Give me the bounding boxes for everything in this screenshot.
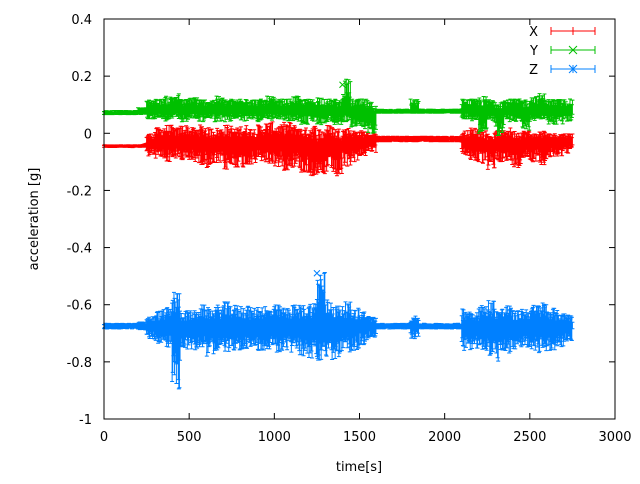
x-tick-label: 1000 [258, 430, 291, 445]
x-tick-label: 2500 [513, 430, 546, 445]
legend-key-Y [550, 45, 596, 55]
y-tick-label: 0.2 [71, 70, 92, 85]
y-tick-label: -0.6 [67, 299, 92, 314]
legend-key-Z [550, 64, 596, 74]
error-bars-X [102, 121, 575, 177]
series-X [102, 121, 575, 177]
series-Y [102, 78, 575, 137]
series-Z [102, 269, 575, 390]
legend-label: Y [529, 44, 538, 59]
axis-ticks: 0 500 1000 1500 2000 2500 3000 -1 -0.8 -0.6 -0.4 -0… [67, 13, 632, 445]
plot-frame [103, 18, 616, 420]
series-line-Z [104, 325, 573, 329]
legend-label: X [529, 25, 538, 40]
y-tick-label: -1 [79, 413, 92, 428]
x-tick-label: 0 [100, 430, 108, 445]
y-tick-label: 0.4 [71, 13, 92, 28]
x-tick-label: 1500 [343, 430, 376, 445]
legend-label: Z [529, 63, 538, 78]
plot-marks [102, 78, 575, 390]
x-tick-label: 3000 [598, 430, 631, 445]
y-tick-label: 0 [84, 127, 92, 142]
y-axis-label: acceleration [g] [27, 168, 42, 271]
x-tick-label: 2000 [428, 430, 461, 445]
error-bars-Z [102, 269, 575, 390]
legend-key-X [550, 27, 596, 35]
series-line-Y [104, 107, 573, 118]
error-bars-Y [102, 78, 575, 137]
x-tick-label: 500 [177, 430, 202, 445]
y-tick-label: -0.8 [67, 356, 92, 371]
series-line-X [104, 138, 573, 152]
y-tick-label: -0.4 [67, 242, 92, 257]
legend: XYZ [529, 25, 596, 78]
legend-marker-star [568, 64, 578, 74]
legend-marker-cross [568, 45, 578, 55]
y-tick-label: -0.2 [67, 184, 92, 199]
x-axis-label: time[s] [336, 460, 382, 475]
